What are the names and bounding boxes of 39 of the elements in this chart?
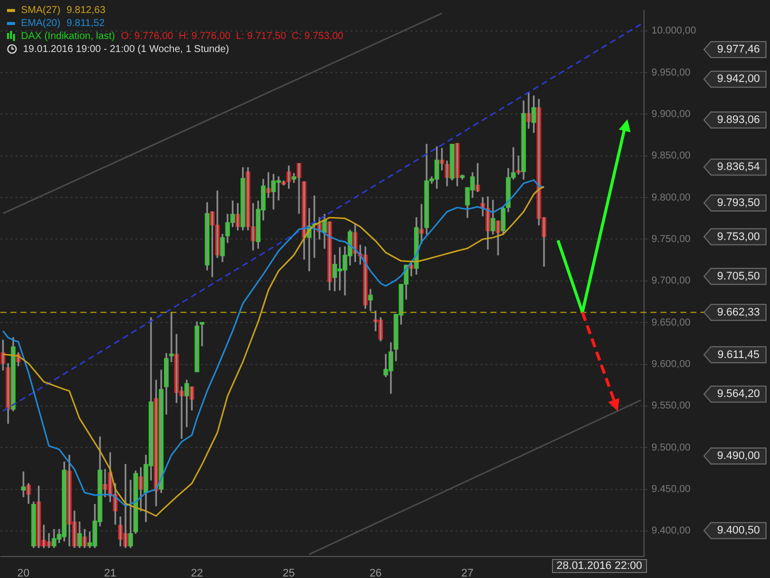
y-tick-label: 9.900,00 (652, 108, 691, 120)
text: 9.793,50 (717, 197, 760, 210)
legend-label: EMA(20) (21, 18, 60, 28)
y-tick-label: 9.750,00 (652, 234, 691, 245)
annotation: 9.811,52 (66, 18, 105, 28)
x-tick-label: 21 (104, 568, 116, 578)
y-tick-label: 9.800,00 (652, 192, 691, 204)
x-tick-label: 26 (369, 568, 382, 578)
y-tick-label: 9.650,00 (652, 317, 691, 328)
x-tick-label: 27 (461, 568, 474, 578)
legend-label: SMA(27) (21, 4, 60, 16)
x-tick-label: 25 (282, 568, 295, 578)
text: 9.893,06 (717, 114, 760, 126)
y-tick-label: 9.500,00 (652, 442, 691, 454)
annotation: 9.812,63 (66, 4, 106, 16)
text: 9.490,00 (717, 450, 760, 462)
y-tick-label: 9.550,00 (652, 400, 691, 412)
y-tick-label: 9.950,00 (652, 67, 691, 78)
text: 9.611,45 (717, 348, 760, 361)
text: 9.942,00 (717, 73, 760, 86)
text: 9.705,50 (717, 270, 760, 282)
text: 9.977,46 (717, 44, 760, 56)
y-tick-label: 10.000,00 (652, 26, 696, 37)
text: 9.564,20 (717, 388, 760, 400)
text: DAX (Indikation, last) (21, 30, 115, 42)
annotation: O: 9.776,00 H: 9.776,00 L: 9.717,50 C: 9.753,00 (120, 30, 344, 42)
y-tick-label: 9.850,00 (652, 150, 691, 162)
text: 9.400,50 (717, 524, 760, 537)
text: 9.753,00 (717, 230, 760, 243)
x-tick-label: 20 (17, 568, 30, 578)
text: 28.01.2016 22:00 (552, 559, 648, 573)
y-tick-label: 9.400,00 (652, 526, 691, 537)
x-tick-label: 22 (190, 568, 204, 578)
y-tick-label: 9.600,00 (652, 359, 691, 370)
y-tick-label: 9.700,00 (652, 276, 691, 287)
y-tick-label: 9.450,00 (652, 484, 691, 496)
text: 19.01.2016 19:00 - 21:00 (1 Woche, 1 Stunde) (23, 44, 230, 54)
text: 9.836,54 (717, 161, 760, 174)
ref-line-label: 9.662,33 (717, 306, 760, 318)
